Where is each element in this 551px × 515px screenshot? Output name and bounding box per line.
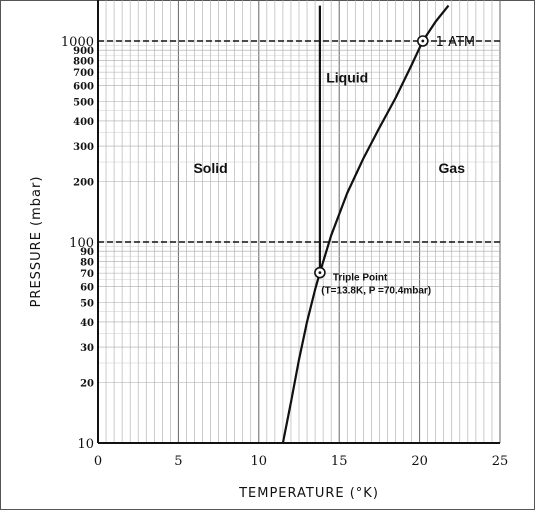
region-label: Gas: [439, 160, 466, 176]
y-tick-label: 60: [80, 283, 94, 294]
y-tick-label: 900: [73, 46, 94, 57]
y-tick-label: 40: [80, 318, 94, 329]
x-axis-label: TEMPERATURE (°K): [238, 486, 379, 501]
axes: [97, 0, 500, 444]
y-tick-label: 300: [73, 142, 94, 153]
x-tick-label: 25: [492, 454, 509, 469]
y-tick-label: 10: [77, 437, 94, 452]
x-tick-label: 0: [94, 454, 102, 469]
region-label: Liquid: [326, 70, 368, 86]
point-marker-dot: [421, 39, 425, 43]
y-tick-label: 30: [80, 343, 94, 354]
y-tick-label: 100: [69, 236, 94, 251]
series-layer: [281, 4, 450, 444]
phase-boundary-1: [318, 4, 450, 273]
y-tick-label: 200: [73, 177, 94, 188]
y-tick-label: 600: [73, 82, 94, 93]
y-tick-label: 80: [80, 257, 94, 268]
marks-layer: [314, 35, 429, 279]
point-marker-dot: [318, 271, 322, 275]
y-axis-label: PRESSURE (mbar): [29, 176, 44, 308]
triple-point-label: Triple Point: [333, 273, 388, 284]
y-tick-label: 50: [80, 299, 94, 310]
y-tick-label: 20: [80, 378, 94, 389]
y-tick-label: 90: [80, 247, 94, 258]
y-tick-label: 500: [73, 98, 94, 109]
y-tick-label: 1000: [61, 35, 94, 50]
triple-point-values: (T=13.8K, P =70.4mbar): [321, 286, 431, 297]
y-tick-label: 700: [73, 68, 94, 79]
y-tick-label: 800: [73, 56, 94, 67]
phase-boundary-0: [281, 272, 321, 444]
reference-label: 1 ATM: [436, 35, 475, 50]
x-tick-label: 15: [331, 454, 348, 469]
x-tick-label: 10: [251, 454, 268, 469]
region-label: Solid: [193, 160, 227, 176]
y-tick-label: 70: [80, 269, 94, 280]
x-tick-label: 20: [411, 454, 428, 469]
y-tick-label: 400: [73, 117, 94, 128]
x-tick-label: 5: [174, 454, 182, 469]
